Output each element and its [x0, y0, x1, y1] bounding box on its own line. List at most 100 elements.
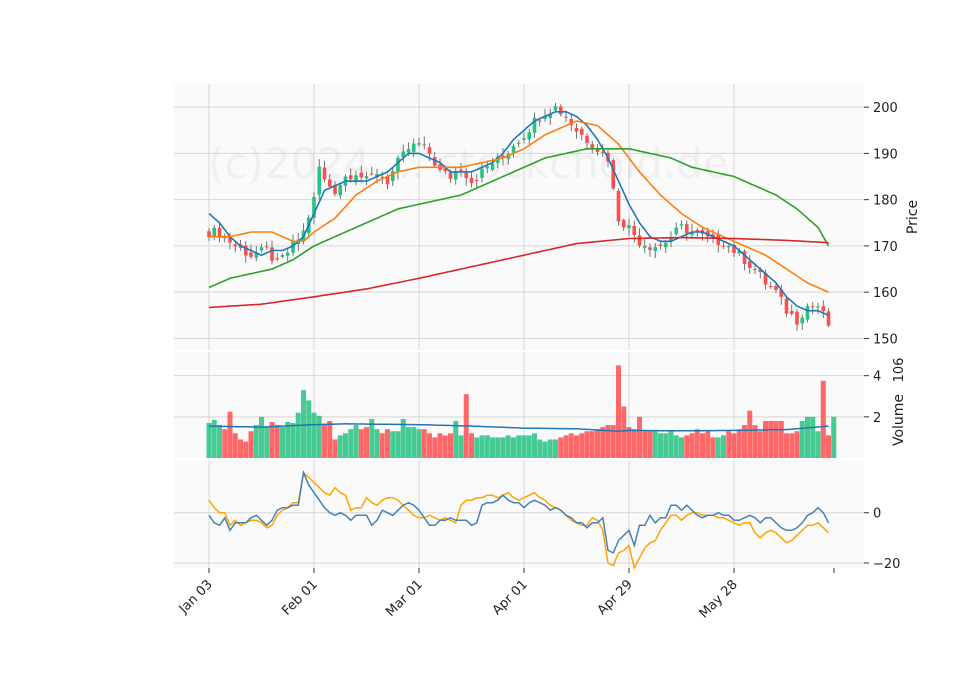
- candle-body: [679, 224, 684, 226]
- volume-bar: [637, 416, 642, 458]
- volume-bar: [810, 416, 816, 458]
- volume-bar: [385, 429, 390, 458]
- candle-body: [459, 169, 463, 171]
- candle-body: [217, 227, 222, 237]
- volume-bar: [453, 420, 459, 458]
- volume-unit-label: 106: [892, 358, 907, 383]
- candle-body: [579, 128, 584, 135]
- price-y-tick-label: 180: [873, 194, 898, 209]
- candle-body: [810, 306, 815, 308]
- candle-body: [779, 289, 784, 297]
- volume-bar: [773, 420, 779, 458]
- volume-bar: [647, 431, 653, 458]
- volume-bar: [479, 435, 485, 458]
- candle-body: [648, 247, 652, 251]
- candle-body: [816, 306, 820, 308]
- candle-body: [264, 246, 269, 248]
- volume-bar: [778, 420, 784, 458]
- candle-body: [574, 127, 579, 132]
- volume-bar: [679, 437, 684, 458]
- volume-bar: [710, 437, 716, 458]
- volume-bar: [259, 416, 264, 458]
- candle-body: [669, 237, 673, 242]
- candle-body: [658, 244, 663, 247]
- volume-bar: [217, 425, 222, 458]
- price-y-tick-label: 170: [873, 240, 898, 255]
- volume-bar: [815, 431, 821, 458]
- candle-body: [422, 144, 427, 146]
- volume-bar: [295, 412, 301, 458]
- ma-20-line: [209, 120, 829, 293]
- candle-body: [469, 177, 474, 184]
- candle-body: [480, 168, 484, 178]
- volume-bar: [642, 431, 648, 458]
- x-tick-label: Jan 03: [176, 577, 216, 617]
- candle-body: [280, 255, 285, 257]
- volume-bar: [563, 435, 569, 458]
- candle-body: [443, 168, 448, 172]
- volume-bar: [673, 435, 679, 458]
- volume-bar: [668, 431, 674, 458]
- candle-body: [432, 157, 437, 166]
- volume-bar: [500, 437, 506, 458]
- volume-bar: [805, 416, 810, 458]
- volume-bar: [799, 420, 805, 458]
- volume-bar: [358, 429, 364, 458]
- volume-bar: [726, 431, 732, 458]
- candle-body: [511, 146, 516, 153]
- volume-bar: [574, 435, 579, 458]
- candle-body: [611, 160, 616, 189]
- candle-body: [585, 135, 589, 143]
- volume-bar: [820, 380, 826, 458]
- volume-bar: [211, 419, 217, 458]
- candle-body: [254, 253, 259, 258]
- candle-body: [795, 311, 799, 325]
- price-axis-label: Price: [905, 200, 921, 234]
- candle-body: [711, 234, 715, 237]
- candle-body: [249, 252, 253, 257]
- x-tick-label: Apr 01: [490, 577, 531, 618]
- candle-body: [411, 143, 416, 152]
- candle-body: [695, 229, 700, 232]
- volume-bar: [301, 390, 306, 458]
- candle-body: [537, 120, 542, 122]
- volume-bar: [421, 429, 427, 458]
- volume-bar: [243, 441, 249, 458]
- volume-bar: [705, 431, 711, 458]
- candle-body: [259, 247, 264, 251]
- candle-body: [375, 174, 379, 178]
- candle-body: [385, 176, 390, 185]
- volume-bar: [600, 427, 606, 458]
- volume-bar: [232, 433, 238, 458]
- x-tick-label: Feb 01: [279, 577, 321, 619]
- candle-body: [516, 142, 521, 144]
- price-panel-bg: [174, 84, 864, 350]
- candle-body: [569, 119, 574, 126]
- volume-bar: [684, 435, 690, 458]
- volume-bar: [694, 429, 700, 458]
- volume-bar: [553, 439, 558, 458]
- price-y-tick-label: 190: [873, 147, 898, 162]
- volume-bar: [700, 433, 705, 458]
- candle-body: [270, 247, 274, 261]
- candle-body: [417, 143, 421, 145]
- volume-bar: [280, 427, 285, 458]
- watermark: (c)2024 ... stockchoid.de: [208, 139, 729, 188]
- volume-bar: [511, 437, 516, 458]
- candle-body: [558, 106, 563, 115]
- volume-bar: [715, 437, 721, 458]
- candle-body: [390, 171, 395, 182]
- candle-body: [564, 116, 568, 118]
- candle-body: [595, 148, 600, 152]
- candle-body: [369, 173, 374, 175]
- volume-bar: [311, 412, 317, 458]
- volume-bar: [332, 439, 338, 458]
- candle-body: [327, 179, 332, 187]
- volume-bar: [395, 431, 401, 458]
- volume-bar: [348, 429, 354, 458]
- volume-bar: [469, 433, 474, 458]
- volume-bar: [663, 433, 669, 458]
- candle-body: [312, 197, 316, 218]
- candle-body: [721, 245, 726, 247]
- volume-y-tick-label: 4: [873, 370, 881, 385]
